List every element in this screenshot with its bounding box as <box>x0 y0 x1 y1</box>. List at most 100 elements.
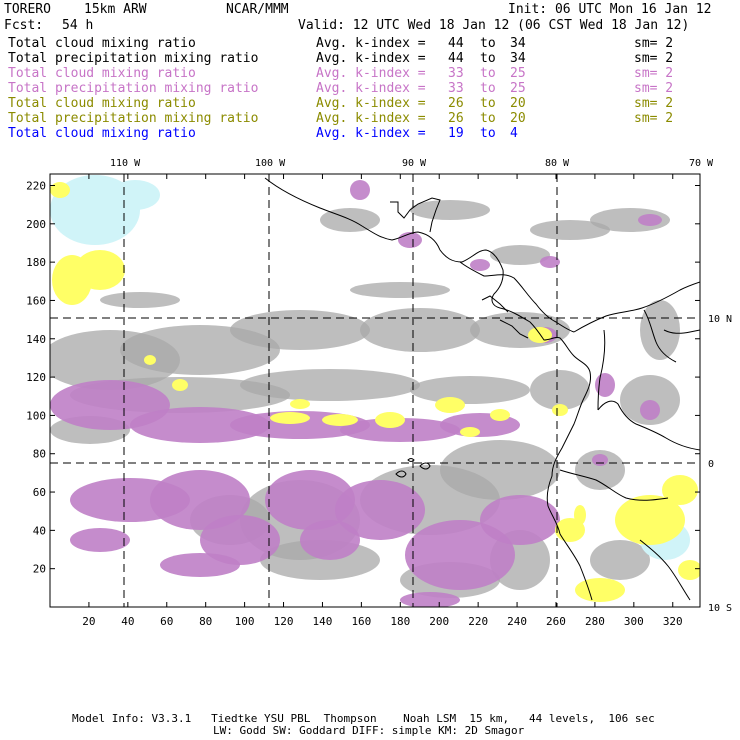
yellow-precip-field <box>50 182 700 602</box>
costa-rica-border <box>499 319 529 339</box>
gray-cloud-blob <box>590 540 650 580</box>
venezuela-coast <box>663 329 700 334</box>
lon-label: 80 W <box>545 158 570 169</box>
purple-cloud-field <box>50 180 662 607</box>
legend-field-name: Total cloud mixing ratio <box>8 96 196 111</box>
forecast-hour: 54 h <box>62 18 94 33</box>
x-tick-label: 60 <box>160 615 173 628</box>
purple-cloud-blob <box>400 592 460 607</box>
galapagos-island <box>395 470 407 478</box>
yellow-precip-blob <box>375 412 405 428</box>
purple-cloud-blob <box>470 259 490 271</box>
legend-from-value: 19 <box>448 126 464 141</box>
yellow-precip-blob <box>490 409 510 421</box>
init-time: Init: 06 UTC Mon 16 Jan 12 <box>508 2 712 17</box>
y-tick-label: 220 <box>26 179 46 192</box>
lon-label: 110 W <box>110 158 141 169</box>
coastlines <box>264 177 700 601</box>
y-tick-label: 20 <box>33 563 46 576</box>
legend-to-word: to <box>480 51 496 66</box>
gray-cloud-blob <box>350 282 450 298</box>
y-tick-label: 60 <box>33 486 46 499</box>
legend-to-value: 25 <box>510 66 526 81</box>
model-name: TORERO <box>4 2 51 17</box>
lon-label: 90 W <box>402 158 427 169</box>
gray-cloud-blob <box>490 245 550 265</box>
graticule <box>50 174 700 607</box>
x-tick-label: 20 <box>82 615 95 628</box>
x-tick-label: 120 <box>274 615 294 628</box>
legend-smoothing: sm= 2 <box>634 96 674 111</box>
purple-cloud-blob <box>160 553 240 577</box>
purple-cloud-blob <box>70 528 130 552</box>
legend-smoothing: sm= 2 <box>634 81 674 96</box>
legend-smoothing: sm= 2 <box>634 111 674 126</box>
legend-row: Total cloud mixing ratio Avg. k-index = … <box>8 66 673 81</box>
legend-to-word: to <box>480 96 496 111</box>
purple-cloud-blob <box>592 454 608 466</box>
legend-smoothing: sm= 2 <box>634 51 674 66</box>
gray-cloud-blob <box>410 376 530 404</box>
yellow-precip-blob <box>460 427 480 437</box>
yucatan-coast <box>390 197 441 233</box>
yellow-precip-blob <box>290 399 310 409</box>
legend-to-value: 34 <box>510 36 526 51</box>
legend-to-value: 20 <box>510 111 526 126</box>
y-tick-label: 120 <box>26 371 46 384</box>
x-tick-label: 260 <box>546 615 566 628</box>
legend-row: Total precipitation mixing ratio Avg. k-… <box>8 111 673 126</box>
legend-avg-label: Avg. k-index = <box>316 96 426 111</box>
purple-cloud-blob <box>130 407 270 443</box>
legend-from-value: 26 <box>448 111 464 126</box>
gray-cloud-blob <box>575 450 625 490</box>
legend-row: Total cloud mixing ratio Avg. k-index = … <box>8 96 673 111</box>
legend-row: Total precipitation mixing ratio Avg. k-… <box>8 51 673 66</box>
legend-to-word: to <box>480 66 496 81</box>
legend-from-value: 44 <box>448 36 464 51</box>
lon-label: 100 W <box>255 158 286 169</box>
forecast-label: Fcst: <box>4 18 44 33</box>
lat-label: 10 N <box>708 314 732 325</box>
gray-cloud-blob <box>240 369 420 401</box>
galapagos-island <box>419 462 431 470</box>
legend-to-value: 4 <box>510 126 518 141</box>
colombia-border <box>597 329 606 411</box>
yellow-precip-blob <box>678 560 700 580</box>
central-america-pacific-coast <box>264 177 591 535</box>
x-tick-label: 280 <box>585 615 605 628</box>
map-frame <box>49 173 701 608</box>
legend-from-value: 26 <box>448 96 464 111</box>
legend-from-value: 44 <box>448 51 464 66</box>
yellow-precip-blob <box>552 404 568 416</box>
peru-border <box>559 469 669 501</box>
x-tick-label: 200 <box>429 615 449 628</box>
legend-field-name: Total precipitation mixing ratio <box>8 81 259 96</box>
yellow-precip-blob <box>435 397 465 413</box>
y-tick-label: 80 <box>33 448 46 461</box>
purple-cloud-blob <box>638 214 662 226</box>
legend-to-value: 34 <box>510 51 526 66</box>
x-tick-label: 80 <box>199 615 212 628</box>
yellow-precip-blob <box>270 412 310 424</box>
yellow-precip-blob <box>50 182 70 198</box>
legend-field-name: Total cloud mixing ratio <box>8 36 196 51</box>
legend-avg-label: Avg. k-index = <box>316 81 426 96</box>
gray-cloud-blob <box>230 310 370 350</box>
x-tick-label: 300 <box>624 615 644 628</box>
gray-cloud-blob <box>100 292 180 308</box>
yellow-precip-blob <box>662 475 698 505</box>
legend-avg-label: Avg. k-index = <box>316 36 426 51</box>
x-tick-label: 180 <box>390 615 410 628</box>
y-tick-label: 200 <box>26 218 46 231</box>
legend-smoothing: sm= 2 <box>634 66 674 81</box>
gray-cloud-blob <box>360 308 480 352</box>
x-tick-label: 320 <box>663 615 683 628</box>
latitude-labels: 10 N 0 10 S <box>708 314 732 614</box>
purple-cloud-blob <box>480 495 560 545</box>
legend-to-word: to <box>480 81 496 96</box>
organization: NCAR/MMM <box>226 2 289 17</box>
y-tick-label: 180 <box>26 256 46 269</box>
legend-field-name: Total precipitation mixing ratio <box>8 111 259 126</box>
legend-row: Total cloud mixing ratio Avg. k-index = … <box>8 36 673 51</box>
purple-cloud-blob <box>350 180 370 200</box>
